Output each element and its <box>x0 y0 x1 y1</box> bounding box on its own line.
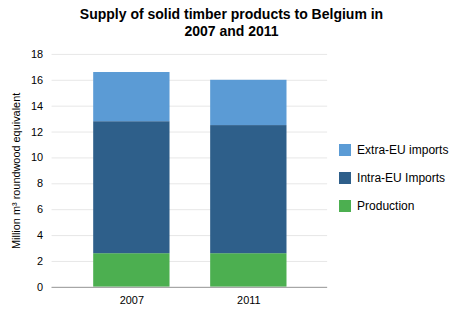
html-text:Extra-EU imports: Extra-EU imports <box>357 142 449 157</box>
html-text:Supply of solid timber product: Supply of solid timber products to Belgi… <box>79 6 384 39</box>
svg-text:8: 8 <box>37 177 43 189</box>
svg-text:14: 14 <box>31 99 43 111</box>
svg-text:2011: 2011 <box>237 294 260 306</box>
svg-text:18: 18 <box>31 47 43 59</box>
svg-text:16: 16 <box>31 73 43 85</box>
svg-text:2: 2 <box>37 255 43 267</box>
svg-text:4: 4 <box>37 229 43 241</box>
svg-text:Million m³ roundwood equivalen: Million m³ roundwood equivalent <box>10 92 22 248</box>
html-text:Production: Production <box>357 198 415 213</box>
svg-text:12: 12 <box>31 125 43 137</box>
svg-text:2007: 2007 <box>120 294 144 306</box>
svg-text:0: 0 <box>37 280 43 292</box>
svg-text:10: 10 <box>31 151 43 163</box>
html-text:Intra-EU Imports: Intra-EU Imports <box>357 170 446 185</box>
svg-text:6: 6 <box>37 203 43 215</box>
